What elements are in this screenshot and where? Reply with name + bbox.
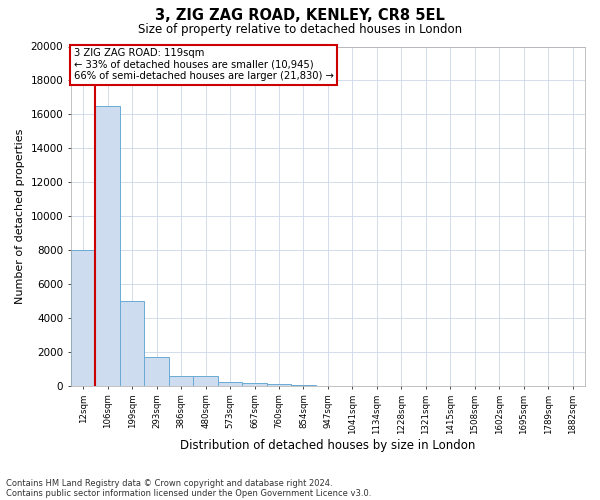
Text: Contains public sector information licensed under the Open Government Licence v3: Contains public sector information licen… [6,488,371,498]
Bar [120,301,145,386]
Bar [291,384,316,386]
Y-axis label: Number of detached properties: Number of detached properties [15,128,25,304]
Text: 3, ZIG ZAG ROAD, KENLEY, CR8 5EL: 3, ZIG ZAG ROAD, KENLEY, CR8 5EL [155,8,445,22]
Bar [218,382,242,386]
Text: 3 ZIG ZAG ROAD: 119sqm
← 33% of detached houses are smaller (10,945)
66% of semi: 3 ZIG ZAG ROAD: 119sqm ← 33% of detached… [74,48,334,82]
Bar [71,250,95,386]
Bar [193,376,218,386]
Bar [95,106,120,386]
Text: Contains HM Land Registry data © Crown copyright and database right 2024.: Contains HM Land Registry data © Crown c… [6,478,332,488]
X-axis label: Distribution of detached houses by size in London: Distribution of detached houses by size … [180,440,476,452]
Text: Size of property relative to detached houses in London: Size of property relative to detached ho… [138,22,462,36]
Bar [169,376,193,386]
Bar [267,384,291,386]
Bar [145,357,169,386]
Bar [242,384,267,386]
